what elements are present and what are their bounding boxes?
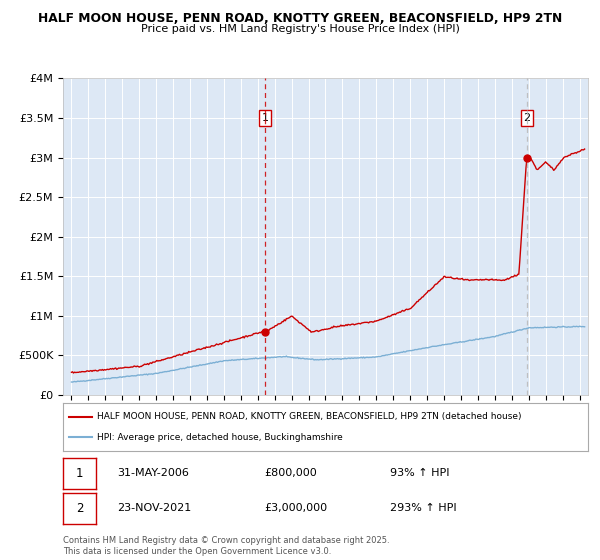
Text: 23-NOV-2021: 23-NOV-2021 [117,503,191,513]
Text: Contains HM Land Registry data © Crown copyright and database right 2025.
This d: Contains HM Land Registry data © Crown c… [63,536,389,556]
Text: Price paid vs. HM Land Registry's House Price Index (HPI): Price paid vs. HM Land Registry's House … [140,24,460,34]
Text: 93% ↑ HPI: 93% ↑ HPI [390,469,449,478]
Text: 31-MAY-2006: 31-MAY-2006 [117,469,189,478]
Text: 2: 2 [76,502,83,515]
Text: 1: 1 [76,467,83,480]
Text: 293% ↑ HPI: 293% ↑ HPI [390,503,457,513]
Text: HALF MOON HOUSE, PENN ROAD, KNOTTY GREEN, BEACONSFIELD, HP9 2TN: HALF MOON HOUSE, PENN ROAD, KNOTTY GREEN… [38,12,562,25]
Text: £3,000,000: £3,000,000 [264,503,327,513]
Text: 2: 2 [523,113,530,123]
Text: 1: 1 [262,113,268,123]
Text: £800,000: £800,000 [264,469,317,478]
Text: HPI: Average price, detached house, Buckinghamshire: HPI: Average price, detached house, Buck… [97,433,343,442]
Text: HALF MOON HOUSE, PENN ROAD, KNOTTY GREEN, BEACONSFIELD, HP9 2TN (detached house): HALF MOON HOUSE, PENN ROAD, KNOTTY GREEN… [97,412,521,421]
